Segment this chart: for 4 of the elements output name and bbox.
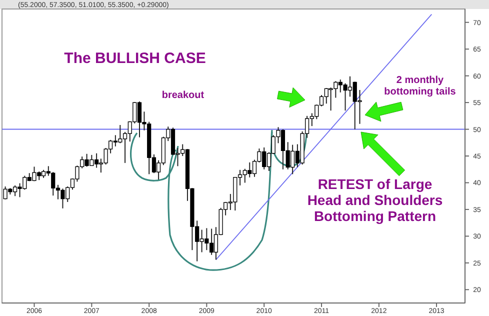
annotation: The BULLISH CASE: [64, 50, 206, 67]
annotation: 2 monthly bottoming tails: [384, 75, 456, 98]
annotation: breakout: [162, 90, 205, 101]
annotation: RETEST of Large Head and Shoulders Bottoming Pattern: [307, 176, 443, 224]
